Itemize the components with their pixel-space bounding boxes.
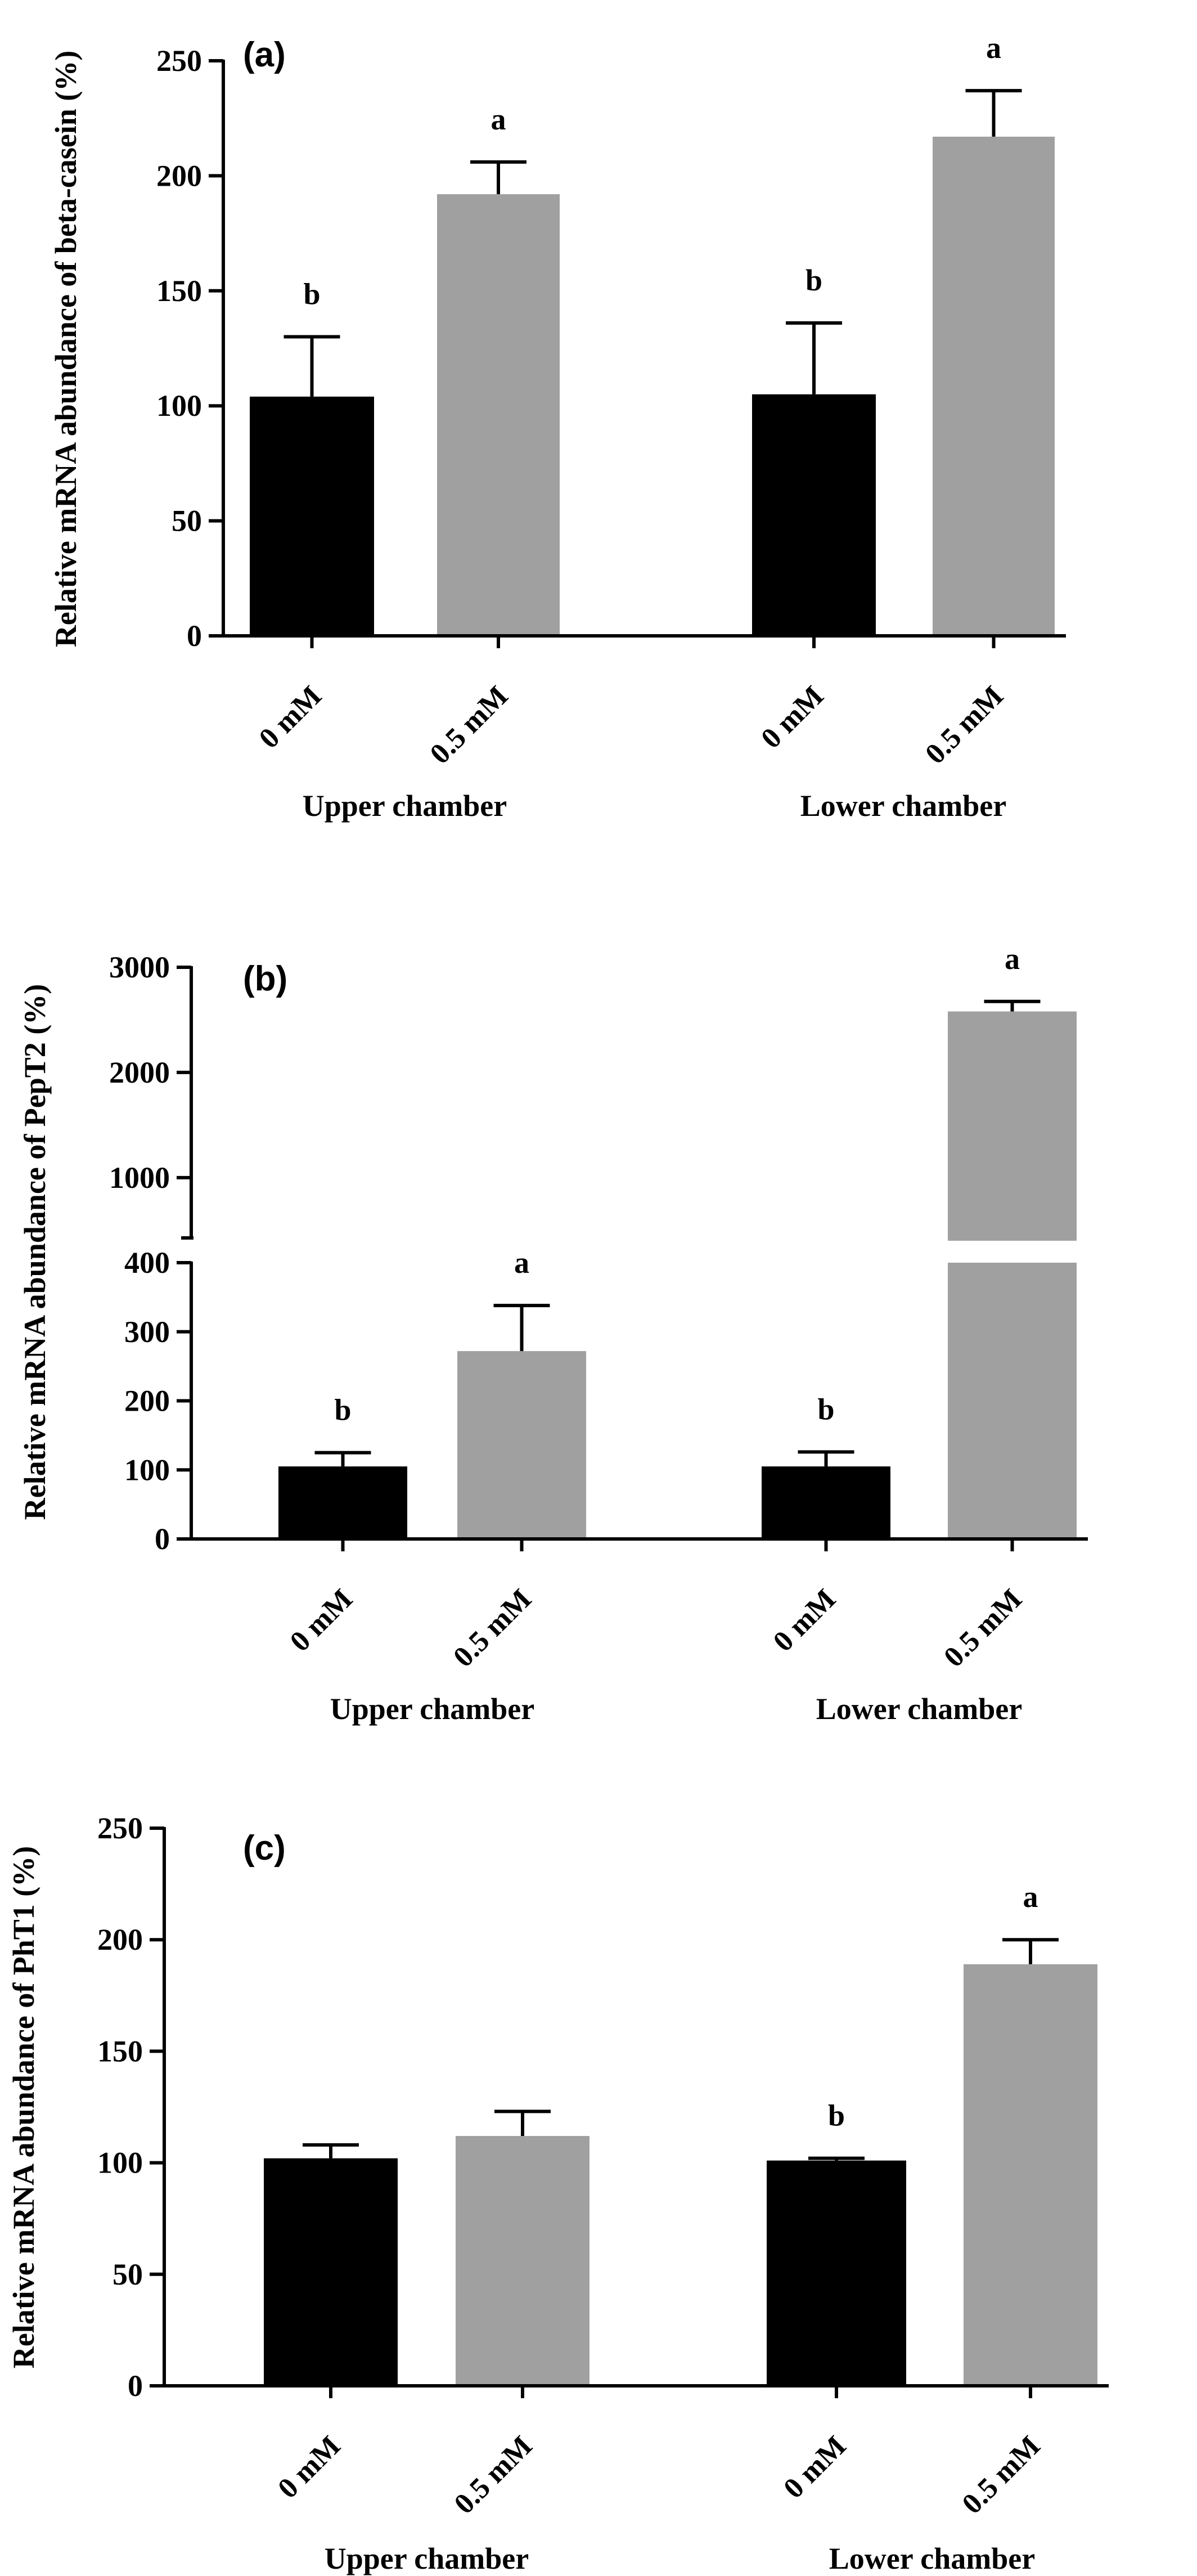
y-tick-label: 200 — [97, 1923, 143, 1956]
panel-a: b 0 mM a 0.5 mM Upper chamber b 0 mM a 0.5 mM Low… — [49, 31, 1066, 823]
y-axis-title: Relative mRNA abundance of PepT2 (%) — [18, 984, 52, 1520]
y-tick-label: 0 — [155, 1522, 170, 1556]
bar-lower-segment — [948, 1263, 1077, 1539]
significance-letter: a — [514, 1246, 529, 1280]
y-tick-label: 150 — [97, 2034, 143, 2068]
x-tick-label: 0.5 mM — [448, 2430, 539, 2520]
x-tick-label: 0.5 mM — [919, 680, 1010, 770]
panel-c: 0 mM 0.5 mM Upper chamber b 0 mM a 0.5 mM Lower… — [7, 1811, 1109, 2575]
y-tick-label: 100 — [156, 389, 202, 423]
group-label: Upper chamber — [325, 2542, 529, 2575]
group-label: Lower chamber — [816, 1692, 1022, 1726]
y-axis-title: Relative mRNA abundance of PhT1 (%) — [7, 1846, 40, 2369]
bar — [264, 2158, 398, 2386]
x-tick-label: 0.5 mM — [447, 1583, 538, 1673]
bar — [457, 1351, 586, 1539]
y-tick-label: 0 — [128, 2369, 143, 2403]
significance-letter: b — [806, 263, 822, 297]
significance-letter: a — [1023, 1880, 1038, 1914]
group-label: Lower chamber — [829, 2542, 1035, 2575]
x-tick-label: 0 mM — [767, 1583, 842, 1658]
significance-letter: a — [491, 102, 506, 136]
y-tick-label: 300 — [124, 1315, 170, 1349]
panel-label: (c) — [243, 1829, 286, 1868]
bar — [456, 2136, 590, 2386]
x-tick-label: 0 mM — [755, 680, 830, 755]
y-tick-label: 150 — [156, 274, 202, 308]
y-tick-label: 50 — [112, 2258, 143, 2291]
y-tick-label: 1000 — [109, 1161, 170, 1195]
bar-upper-segment — [948, 1011, 1077, 1241]
y-tick-label: 250 — [97, 1811, 143, 1845]
significance-letter: a — [986, 31, 1001, 65]
x-tick-label: 0 mM — [272, 2430, 346, 2505]
y-tick-label: 200 — [156, 159, 202, 192]
x-tick-label: 0.5 mM — [956, 2430, 1047, 2520]
x-tick-label: 0 mM — [777, 2430, 852, 2505]
y-tick-label: 3000 — [109, 950, 170, 984]
x-tick-label: 0.5 mM — [424, 680, 515, 770]
y-tick-label: 50 — [172, 504, 202, 538]
y-axis-title: Relative mRNA abundance of beta-casein (… — [49, 51, 83, 647]
x-tick-label: 0 mM — [253, 680, 328, 755]
bar — [250, 396, 374, 636]
significance-letter: a — [1005, 942, 1020, 976]
bar — [762, 1466, 890, 1539]
significance-letter: b — [334, 1393, 351, 1427]
panel-label: (a) — [243, 35, 286, 74]
bar — [437, 194, 560, 636]
bar — [933, 136, 1055, 636]
y-tick-label: 100 — [124, 1453, 170, 1487]
group-label: Lower chamber — [800, 789, 1006, 823]
y-tick-label: 100 — [97, 2146, 143, 2180]
panel-b: b 0 mM a 0.5 mM Upper chamber b 0 mM a 0.5 mM Low… — [18, 942, 1088, 1726]
y-tick-label: 200 — [124, 1384, 170, 1418]
panel-label: (b) — [243, 959, 287, 998]
significance-letter: b — [828, 2099, 845, 2133]
y-tick-label: 250 — [156, 44, 202, 78]
bar — [752, 394, 876, 636]
group-label: Upper chamber — [303, 789, 507, 823]
y-tick-label: 0 — [187, 619, 202, 653]
significance-letter: b — [817, 1392, 834, 1426]
bar — [964, 1964, 1097, 2386]
bar — [767, 2160, 906, 2386]
group-label: Upper chamber — [330, 1692, 534, 1726]
y-tick-label: 2000 — [109, 1056, 170, 1089]
x-tick-label: 0 mM — [284, 1583, 359, 1658]
bar — [278, 1466, 407, 1539]
x-tick-label: 0.5 mM — [938, 1583, 1028, 1673]
significance-letter: b — [303, 277, 320, 311]
y-tick-label: 400 — [124, 1246, 170, 1280]
